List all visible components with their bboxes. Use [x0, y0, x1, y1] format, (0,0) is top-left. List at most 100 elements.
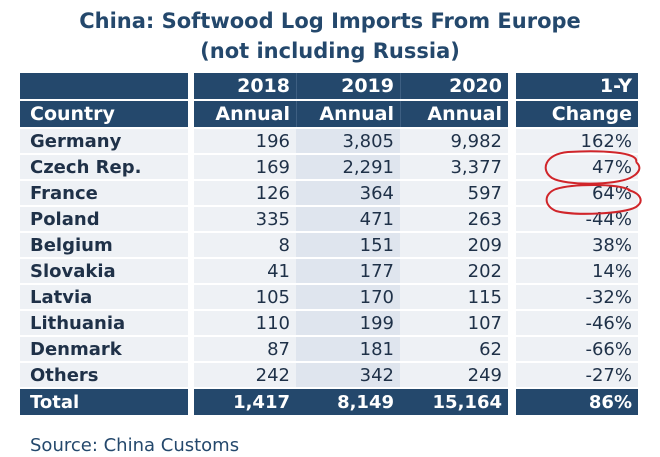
value-2020-cell: 9,982 — [400, 129, 508, 153]
value-2018-cell: 8 — [194, 233, 296, 257]
value-2019-cell: 342 — [296, 363, 400, 387]
header-2020: 2020 — [400, 73, 508, 99]
table-row: Others 242 342 249 -27% — [20, 363, 638, 387]
header-country: Country — [20, 101, 188, 127]
change-cell: -44% — [516, 207, 638, 231]
change-cell: -32% — [516, 285, 638, 309]
country-cell: Denmark — [20, 337, 188, 361]
total-change: 86% — [516, 389, 638, 415]
table-row: Slovakia 41 177 202 14% — [20, 259, 638, 283]
table-row: Poland 335 471 263 -44% — [20, 207, 638, 231]
title-line-2: (not including Russia) — [200, 39, 460, 63]
row-gap — [508, 311, 516, 335]
total-label: Total — [20, 389, 188, 415]
total-2018: 1,417 — [194, 389, 296, 415]
value-2020-cell: 249 — [400, 363, 508, 387]
value-2020-cell: 62 — [400, 337, 508, 361]
row-gap — [508, 233, 516, 257]
total-row: Total 1,417 8,149 15,164 86% — [20, 389, 638, 415]
value-2018-cell: 169 — [194, 155, 296, 179]
header-change: Change — [516, 101, 638, 127]
header-country-top — [20, 73, 188, 99]
header-gap — [188, 73, 194, 99]
value-2018-cell: 126 — [194, 181, 296, 205]
value-2018-cell: 196 — [194, 129, 296, 153]
table-row: Germany 196 3,805 9,982 162% — [20, 129, 638, 153]
value-2019-cell: 199 — [296, 311, 400, 335]
header-gap — [188, 101, 194, 127]
row-gap — [508, 259, 516, 283]
value-2019-cell: 170 — [296, 285, 400, 309]
table-row: Czech Rep. 169 2,291 3,377 47% — [20, 155, 638, 179]
row-gap — [188, 363, 194, 387]
value-2020-cell: 107 — [400, 311, 508, 335]
value-2018-cell: 87 — [194, 337, 296, 361]
header-annual-2019: Annual — [296, 101, 400, 127]
row-gap — [508, 155, 516, 179]
total-2020: 15,164 — [400, 389, 508, 415]
change-cell: 47% — [516, 155, 638, 179]
header-2019: 2019 — [296, 73, 400, 99]
header-change-top: 1-Y — [516, 73, 638, 99]
country-cell: Poland — [20, 207, 188, 231]
header-annual-2020: Annual — [400, 101, 508, 127]
header-2018: 2018 — [194, 73, 296, 99]
value-2019-cell: 2,291 — [296, 155, 400, 179]
row-gap — [508, 285, 516, 309]
value-2018-cell: 41 — [194, 259, 296, 283]
value-2020-cell: 202 — [400, 259, 508, 283]
change-cell: -46% — [516, 311, 638, 335]
country-cell: Lithuania — [20, 311, 188, 335]
change-cell: 64% — [516, 181, 638, 205]
row-gap — [188, 259, 194, 283]
row-gap — [188, 129, 194, 153]
value-2018-cell: 335 — [194, 207, 296, 231]
value-2020-cell: 263 — [400, 207, 508, 231]
row-gap — [188, 207, 194, 231]
row-gap — [508, 129, 516, 153]
value-2019-cell: 471 — [296, 207, 400, 231]
row-gap — [188, 233, 194, 257]
header-row-labels: Country Annual Annual Annual Change — [20, 101, 638, 127]
value-2020-cell: 597 — [400, 181, 508, 205]
table-row: Belgium 8 151 209 38% — [20, 233, 638, 257]
table-row: Denmark 87 181 62 -66% — [20, 337, 638, 361]
value-2018-cell: 110 — [194, 311, 296, 335]
change-cell: -27% — [516, 363, 638, 387]
row-gap — [188, 155, 194, 179]
change-cell: 162% — [516, 129, 638, 153]
row-gap — [508, 337, 516, 361]
header-row-years: 2018 2019 2020 1-Y — [20, 73, 638, 99]
header-gap — [508, 101, 516, 127]
country-cell: France — [20, 181, 188, 205]
value-2020-cell: 209 — [400, 233, 508, 257]
value-2019-cell: 3,805 — [296, 129, 400, 153]
value-2019-cell: 151 — [296, 233, 400, 257]
source-note: Source: China Customs — [30, 435, 240, 456]
header-annual-2018: Annual — [194, 101, 296, 127]
table-row: Latvia 105 170 115 -32% — [20, 285, 638, 309]
value-2018-cell: 242 — [194, 363, 296, 387]
imports-table: 2018 2019 2020 1-Y Country Annual Annual… — [20, 71, 638, 417]
country-cell: Czech Rep. — [20, 155, 188, 179]
change-cell: 38% — [516, 233, 638, 257]
change-cell: 14% — [516, 259, 638, 283]
value-2020-cell: 115 — [400, 285, 508, 309]
table-row: Lithuania 110 199 107 -46% — [20, 311, 638, 335]
row-gap — [188, 337, 194, 361]
country-cell: Slovakia — [20, 259, 188, 283]
title-line-1: China: Softwood Log Imports From Europe — [79, 9, 581, 33]
row-gap — [188, 285, 194, 309]
row-gap — [508, 363, 516, 387]
value-2019-cell: 177 — [296, 259, 400, 283]
row-gap — [188, 181, 194, 205]
value-2019-cell: 364 — [296, 181, 400, 205]
value-2019-cell: 181 — [296, 337, 400, 361]
country-cell: Others — [20, 363, 188, 387]
value-2020-cell: 3,377 — [400, 155, 508, 179]
value-2018-cell: 105 — [194, 285, 296, 309]
row-gap — [508, 181, 516, 205]
country-cell: Latvia — [20, 285, 188, 309]
table-row: France 126 364 597 64% — [20, 181, 638, 205]
row-gap — [188, 311, 194, 335]
